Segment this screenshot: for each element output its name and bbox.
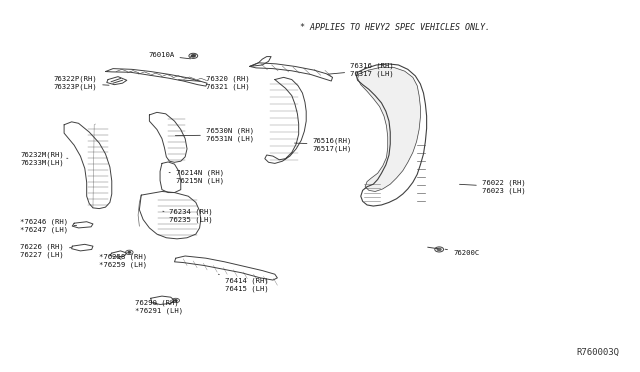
Polygon shape xyxy=(149,112,187,162)
Text: R760003Q: R760003Q xyxy=(577,347,620,357)
Circle shape xyxy=(437,248,441,250)
Circle shape xyxy=(128,251,131,253)
Polygon shape xyxy=(250,63,333,81)
Polygon shape xyxy=(356,64,427,206)
Text: 76316 (RH)
76317 (LH): 76316 (RH) 76317 (LH) xyxy=(328,63,394,77)
Polygon shape xyxy=(175,256,277,280)
Text: *76258 (RH)
*76259 (LH): *76258 (RH) *76259 (LH) xyxy=(99,254,147,268)
Circle shape xyxy=(175,300,177,301)
Polygon shape xyxy=(160,162,180,193)
Text: * APPLIES TO HEVY2 SPEC VEHICLES ONLY.: * APPLIES TO HEVY2 SPEC VEHICLES ONLY. xyxy=(300,23,490,32)
Polygon shape xyxy=(110,251,127,257)
Polygon shape xyxy=(72,222,93,228)
Polygon shape xyxy=(358,67,420,192)
Circle shape xyxy=(191,55,195,57)
Text: 76414 (RH)
76415 (LH): 76414 (RH) 76415 (LH) xyxy=(218,274,268,292)
Text: 76232M(RH)
76233M(LH): 76232M(RH) 76233M(LH) xyxy=(20,151,68,166)
Text: 76290 (RH)
*76291 (LH): 76290 (RH) *76291 (LH) xyxy=(135,300,183,314)
Polygon shape xyxy=(140,192,201,239)
Text: 76214N (RH)
76215N (LH): 76214N (RH) 76215N (LH) xyxy=(169,169,224,184)
Text: 76200C: 76200C xyxy=(445,249,479,256)
Text: 76530N (RH)
76531N (LH): 76530N (RH) 76531N (LH) xyxy=(175,128,254,142)
Text: 76322P(RH)
76323P(LH): 76322P(RH) 76323P(LH) xyxy=(54,76,109,90)
Polygon shape xyxy=(64,122,112,209)
Polygon shape xyxy=(107,77,127,85)
Text: 76516(RH)
76517(LH): 76516(RH) 76517(LH) xyxy=(294,137,352,152)
Text: 76234 (RH)
76235 (LH): 76234 (RH) 76235 (LH) xyxy=(163,209,213,223)
Text: 76010A: 76010A xyxy=(148,52,191,59)
Polygon shape xyxy=(265,77,306,163)
Polygon shape xyxy=(72,244,93,251)
Text: 76022 (RH)
76023 (LH): 76022 (RH) 76023 (LH) xyxy=(460,179,525,194)
Polygon shape xyxy=(106,68,207,86)
Polygon shape xyxy=(250,57,271,67)
Text: *76246 (RH)
*76247 (LH): *76246 (RH) *76247 (LH) xyxy=(20,219,77,233)
Text: 76226 (RH)
76227 (LH): 76226 (RH) 76227 (LH) xyxy=(20,244,72,258)
Polygon shape xyxy=(150,296,175,304)
Text: 76320 (RH)
76321 (LH): 76320 (RH) 76321 (LH) xyxy=(179,76,250,90)
